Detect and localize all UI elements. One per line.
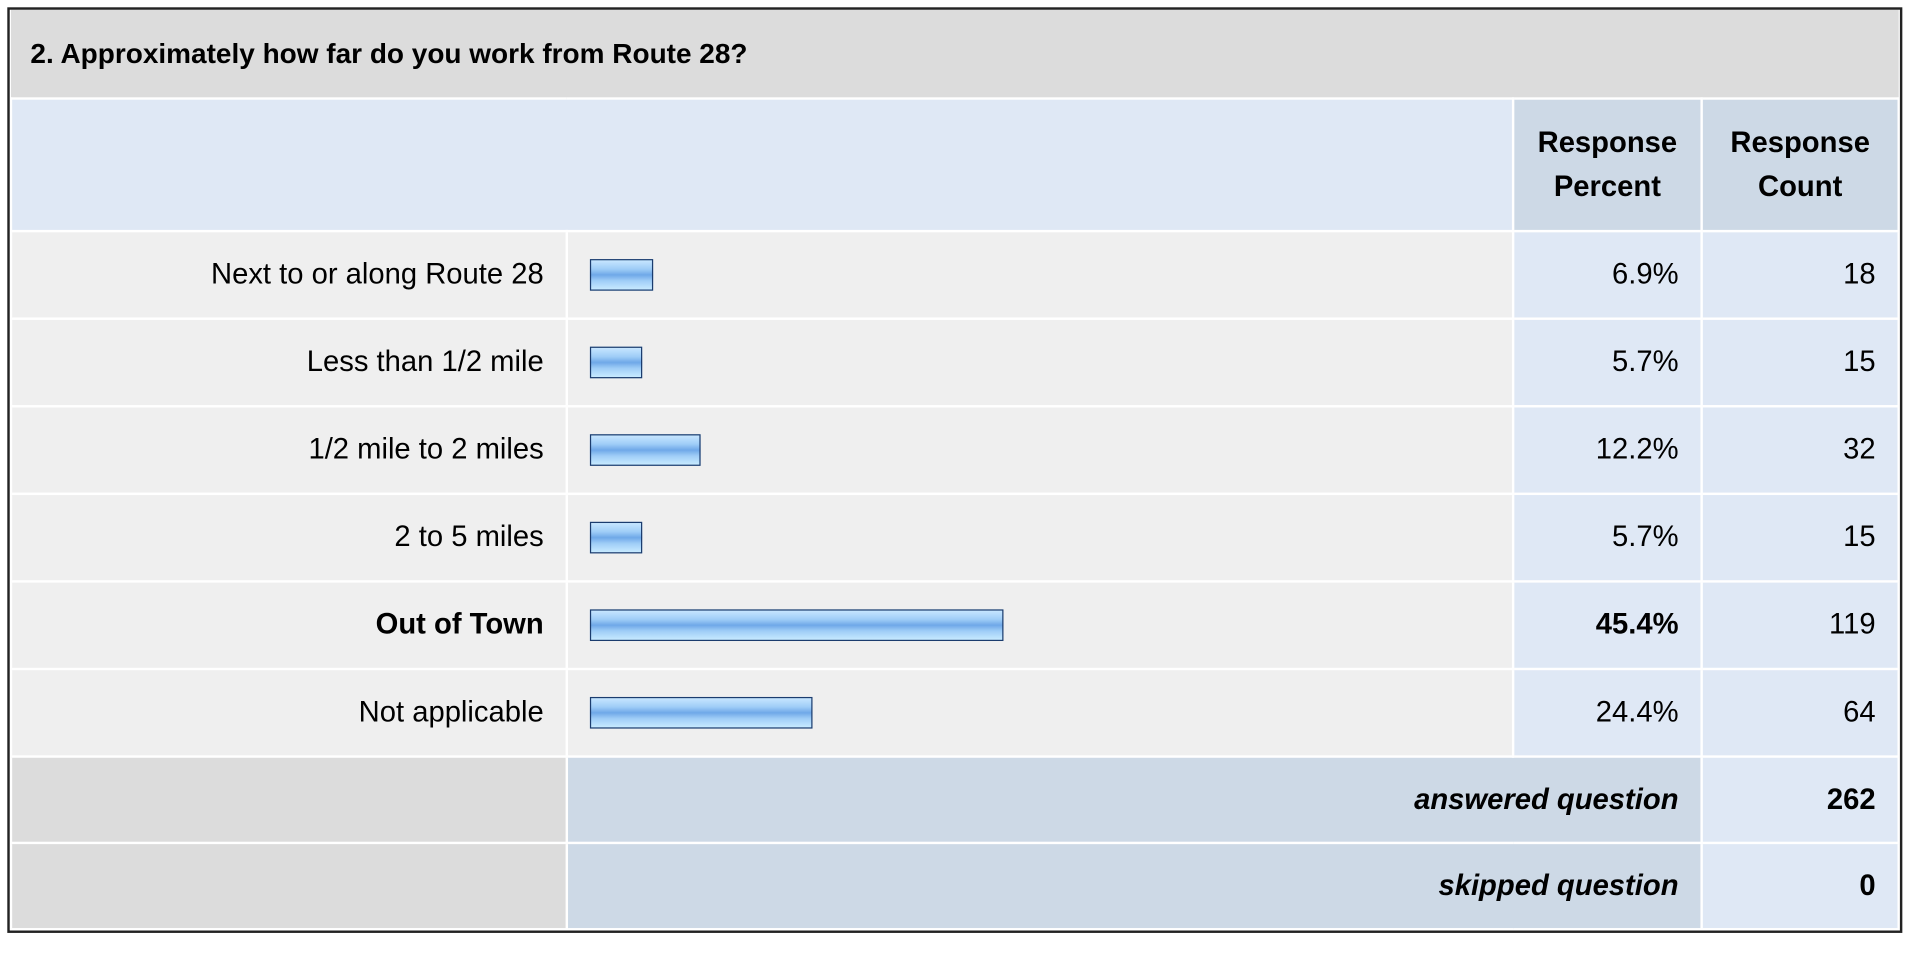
response-percent: 6.9% [1511,229,1703,320]
answered-label: answered question [565,755,1703,845]
answer-label: 1/2 mile to 2 miles [9,405,569,496]
answer-label: Next to or along Route 28 [9,229,569,320]
answer-row: Not applicable 24.4% 64 [9,667,1900,758]
skipped-count: 0 [1700,841,1900,931]
bar-cell [565,229,1515,320]
header-row: Response Percent Response Count [9,97,1900,233]
survey-table: 2. Approximately how far do you work fro… [7,7,1903,933]
column-header: Response Count [1700,97,1900,233]
response-percent: 45.4% [1511,580,1703,671]
answer-row: Less than 1/2 mile 5.7% 15 [9,317,1900,408]
response-count: 15 [1700,492,1900,583]
question-title: 2. Approximately how far do you work fro… [10,9,1899,99]
response-count: 15 [1700,317,1900,408]
bar-cell [565,405,1515,496]
answer-label: Not applicable [9,667,569,758]
footer-blank [9,841,569,931]
header-blank [9,97,1515,233]
answer-row: Out of Town 45.4% 119 [9,580,1900,671]
response-percent: 12.2% [1511,405,1703,496]
bar [589,609,1003,642]
bar-cell [565,580,1515,671]
bar [589,521,642,554]
response-count: 32 [1700,405,1900,496]
answer-row: 1/2 mile to 2 miles 12.2% 32 [9,405,1900,496]
column-header: Response Percent [1511,97,1703,233]
footer-blank [9,755,569,845]
bar-cell [565,667,1515,758]
response-count: 18 [1700,229,1900,320]
response-percent: 24.4% [1511,667,1703,758]
answer-label: Less than 1/2 mile [9,317,569,408]
response-count: 64 [1700,667,1900,758]
bar [589,346,642,379]
response-percent: 5.7% [1511,317,1703,408]
skipped-row: skipped question 0 [9,841,1900,931]
skipped-label: skipped question [565,841,1703,931]
bar [589,434,701,466]
title-row: 2. Approximately how far do you work fro… [10,9,1899,99]
response-percent: 5.7% [1511,492,1703,583]
bar [589,259,653,291]
answered-count: 262 [1700,755,1900,845]
bar-cell [565,317,1515,408]
bar-cell [565,492,1515,583]
bar [589,696,812,729]
answer-label: 2 to 5 miles [9,492,569,583]
answer-row: 2 to 5 miles 5.7% 15 [9,492,1900,583]
answered-row: answered question 262 [9,755,1900,845]
answer-row: Next to or along Route 28 6.9% 18 [9,229,1900,320]
answer-label: Out of Town [9,580,569,671]
response-count: 119 [1700,580,1900,671]
